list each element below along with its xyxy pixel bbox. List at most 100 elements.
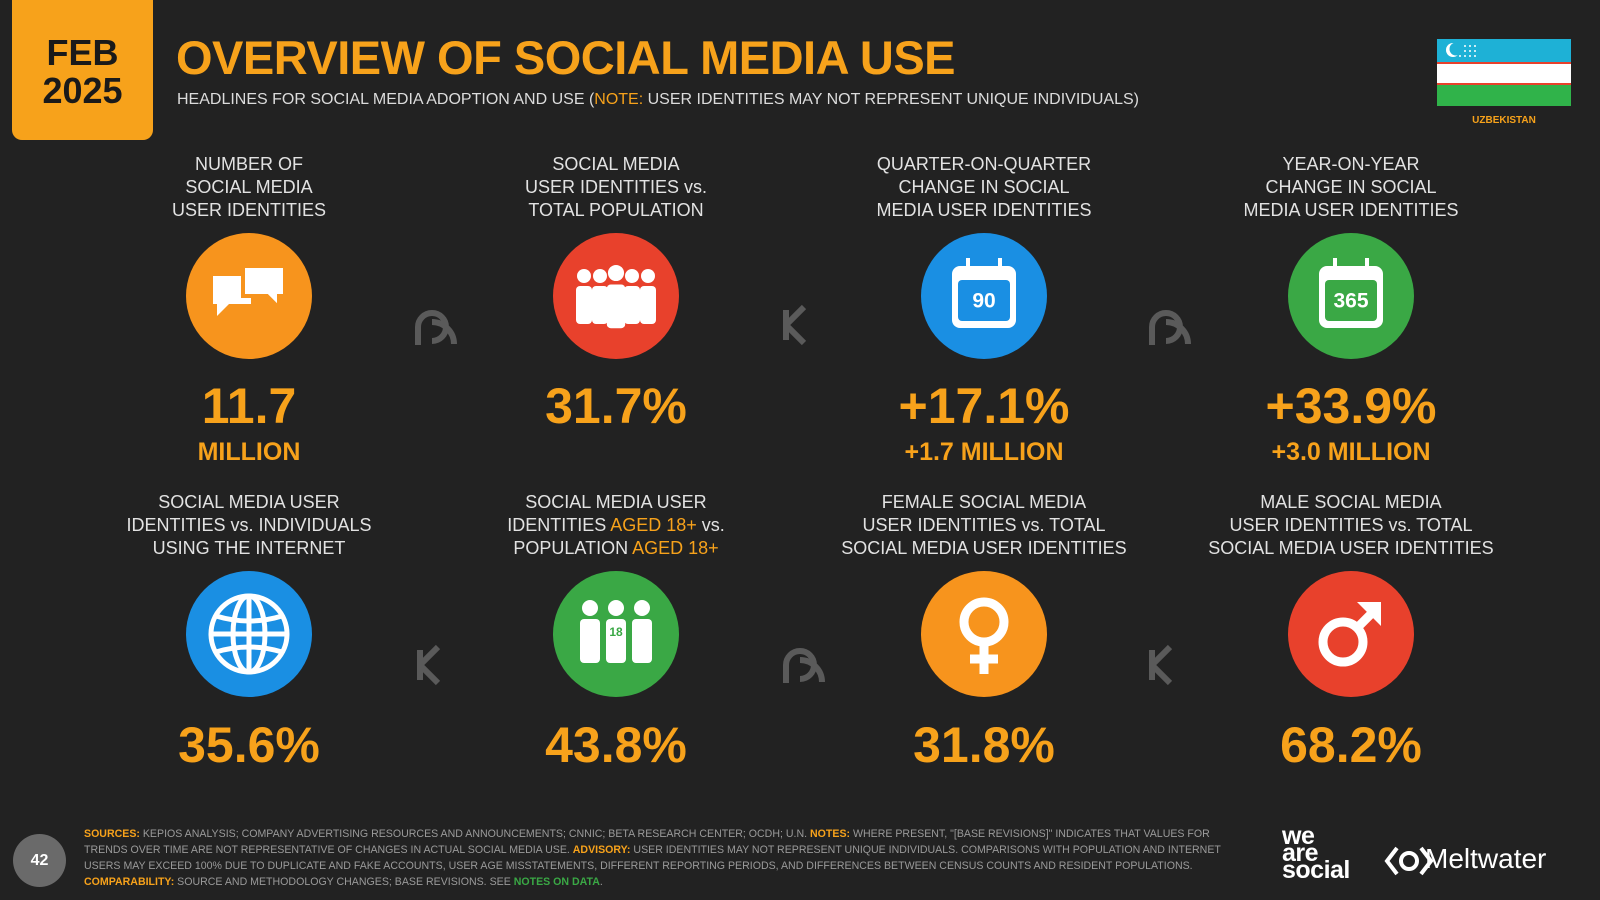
stat-icon [921,571,1047,697]
stat-label: SOCIAL MEDIA USER IDENTITIES AGED 18+ vs.… [416,491,816,560]
label-part: POPULATION [513,538,633,558]
stat-value: 43.8% [545,717,687,773]
label-line: USING THE INTERNET [49,537,449,560]
flag [1437,39,1571,106]
label-part: IDENTITIES vs. INDIVIDUALS [126,515,372,535]
label-part: SOCIAL MEDIA [552,154,680,174]
footnote-part: SOURCES: [84,828,140,840]
brand-we-are-social: we are social [1282,822,1350,884]
label-part: YEAR-ON-YEAR [1282,154,1420,174]
footnote-part: NOTES ON DATA [513,876,600,888]
brand-word: social [1282,856,1350,884]
label-line: QUARTER-ON-QUARTER [784,153,1184,176]
label-part: TOTAL POPULATION [528,200,704,220]
stat-label: FEMALE SOCIAL MEDIA USER IDENTITIES vs. T… [784,491,1184,560]
icon-part [576,286,592,324]
label-part: MALE SOCIAL MEDIA [1260,492,1442,512]
icon-part [624,286,640,324]
footnotes: SOURCES: KEPIOS ANALYSIS; COMPANY ADVERT… [84,826,1249,890]
subtitle-part: NOTE: [594,91,644,108]
meltwater-mark [1384,846,1434,876]
label-part: FEMALE SOCIAL MEDIA [881,492,1087,512]
stat-icon: 90 [921,233,1047,359]
brand-word: are [1282,839,1319,867]
icon-text: 365 [1333,290,1368,313]
label-part: AGED 18+ [610,515,697,535]
label-line: MEDIA USER IDENTITIES [784,199,1184,222]
stat-value: +17.1% [898,378,1070,434]
label-line: YEAR-ON-YEAR [1151,153,1551,176]
stat-label: NUMBER OF SOCIAL MEDIA USER IDENTITIES [49,153,449,222]
label-line: USER IDENTITIES vs. TOTAL [1151,514,1551,537]
icon-circle [921,571,1047,697]
icon-part [582,600,598,616]
icon-part [580,619,600,663]
stat-value: 35.6% [178,717,320,773]
icon-part [625,269,639,283]
footnote-part: . [599,876,603,888]
icon-part [606,619,626,663]
label-line: SOCIAL MEDIA USER [416,491,816,514]
stat-label: SOCIAL MEDIA USER IDENTITIES vs. TOTAL POP… [416,153,816,222]
stat-label: SOCIAL MEDIA USER IDENTITIES vs. INDIVIDU… [49,491,449,560]
label-part: IDENTITIES [507,515,611,535]
icon-part [606,284,626,329]
label-part: NUMBER OF [195,154,303,174]
stat-icon [186,571,312,697]
stat-value: 31.7% [545,378,687,434]
stat-value: 31.8% [913,717,1055,773]
stat-icon [553,233,679,359]
icon-part [608,600,624,616]
label-part: SOCIAL MEDIA USER IDENTITIES [1208,538,1494,558]
label-part: SOCIAL MEDIA USER IDENTITIES [841,538,1127,558]
icon-part [641,269,655,283]
icon-part [632,619,652,663]
brand-word: we [1282,822,1315,850]
label-part: SOCIAL MEDIA USER [158,492,340,512]
icon-part [1325,280,1377,321]
label-part: MEDIA USER IDENTITIES [876,200,1092,220]
footnote-part: WHERE PRESENT, "[BASE REVISIONS]" INDICA… [84,828,1210,856]
icon-part [215,613,283,655]
label-line: USER IDENTITIES vs. TOTAL [784,514,1184,537]
label-part: USER IDENTITIES vs. TOTAL [1229,515,1473,535]
subtitle-part: HEADLINES FOR SOCIAL MEDIA ADOPTION AND … [177,91,595,108]
badge-month: FEB [46,32,119,73]
stat-label: YEAR-ON-YEAR CHANGE IN SOCIAL MEDIA USER I… [1151,153,1551,222]
label-line: SOCIAL MEDIA USER [49,491,449,514]
label-line: IDENTITIES AGED 18+ vs. [416,514,816,537]
stat-label: QUARTER-ON-QUARTER CHANGE IN SOCIAL MEDIA … [784,153,1184,222]
stat-label: MALE SOCIAL MEDIA USER IDENTITIES vs. TOT… [1151,491,1551,560]
stat-icon [1288,571,1414,697]
label-part: CHANGE IN SOCIAL [1265,177,1437,197]
footnote-part: ADVISORY: [572,844,631,856]
country-label: UZBEKISTAN [1472,115,1536,126]
icon-part [640,286,656,324]
icon-part [592,286,608,324]
subtitle-part: USER IDENTITIES MAY NOT REPRESENT UNIQUE… [643,91,1139,108]
label-line: USER IDENTITIES [49,199,449,222]
label-line: POPULATION AGED 18+ [416,537,816,560]
label-part: CHANGE IN SOCIAL [898,177,1070,197]
label-line: FEMALE SOCIAL MEDIA [784,491,1184,514]
icon-part [607,264,625,282]
label-line: USER IDENTITIES vs. [416,176,816,199]
label-line: MEDIA USER IDENTITIES [1151,199,1551,222]
stat-sub: MILLION [197,438,301,466]
label-part: SOCIAL MEDIA [185,177,313,197]
footnote-part: USER IDENTITIES MAY NOT REPRESENT UNIQUE… [84,844,1221,872]
label-part: AGED 18+ [632,538,719,558]
label-line: SOCIAL MEDIA USER IDENTITIES [784,537,1184,560]
label-part: USING THE INTERNET [152,538,346,558]
label-part: MEDIA USER IDENTITIES [1243,200,1459,220]
label-line: CHANGE IN SOCIAL [1151,176,1551,199]
footnote-part: SOURCE AND METHODOLOGY CHANGES; BASE REV… [174,876,514,888]
stat-value: 68.2% [1280,717,1422,773]
footnote-part: COMPARABILITY: [84,876,175,888]
icon-text: 18 [609,625,623,639]
subtitle: HEADLINES FOR SOCIAL MEDIA ADOPTION AND … [177,91,1139,109]
stat-value: +33.9% [1265,378,1437,434]
label-line: SOCIAL MEDIA USER IDENTITIES [1151,537,1551,560]
icon-circle [1288,571,1414,697]
